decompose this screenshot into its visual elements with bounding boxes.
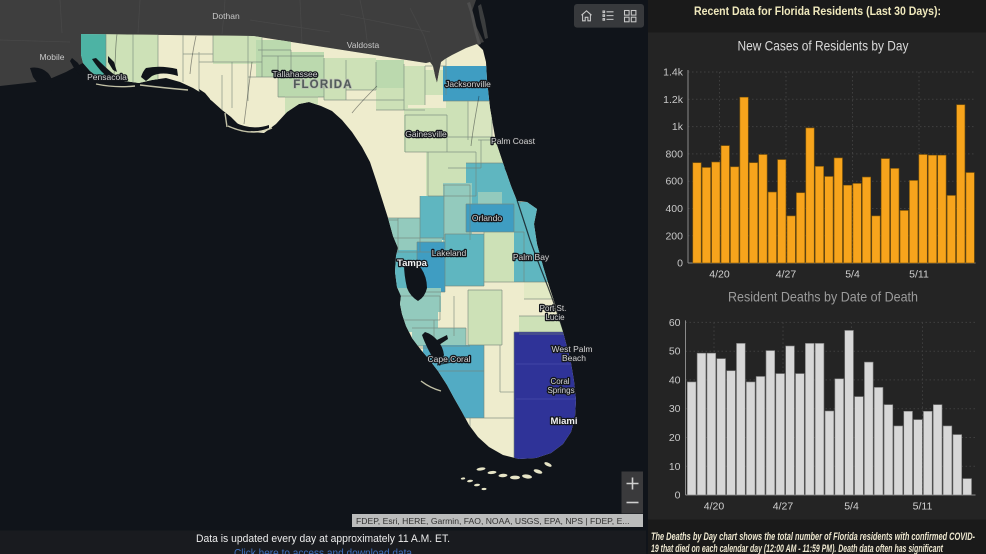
svg-text:Dothan: Dothan (212, 11, 240, 21)
svg-text:5/4: 5/4 (845, 269, 860, 281)
svg-text:10: 10 (669, 461, 681, 473)
svg-text:Palm Coast: Palm Coast (491, 136, 536, 146)
svg-text:Port St.: Port St. (540, 304, 567, 313)
svg-text:Cape Coral: Cape Coral (428, 354, 471, 364)
svg-text:Tallahassee: Tallahassee (273, 69, 318, 79)
svg-text:Lakeland: Lakeland (432, 248, 467, 258)
svg-text:Valdosta: Valdosta (347, 40, 380, 50)
svg-text:Pensacola: Pensacola (87, 72, 127, 82)
svg-text:New Cases of Residents by Day: New Cases of Residents by Day (738, 39, 909, 54)
svg-text:Resident Deaths by Date of Dea: Resident Deaths by Date of Death (728, 290, 918, 305)
svg-text:The Deaths by Day chart shows: The Deaths by Day chart shows the total … (651, 531, 975, 543)
svg-text:Gainesville: Gainesville (405, 129, 447, 139)
svg-text:5/11: 5/11 (913, 501, 933, 513)
svg-text:Tampa: Tampa (397, 258, 428, 269)
svg-text:Coral: Coral (550, 377, 569, 386)
svg-text:4/27: 4/27 (773, 501, 794, 513)
svg-text:40: 40 (669, 374, 681, 386)
svg-text:1.4k: 1.4k (663, 67, 684, 79)
svg-text:4/20: 4/20 (709, 269, 730, 281)
svg-text:Springs: Springs (547, 386, 574, 395)
svg-text:5/4: 5/4 (844, 501, 859, 513)
svg-text:Data is updated every day at a: Data is updated every day at approximate… (196, 533, 450, 545)
svg-text:West Palm: West Palm (552, 344, 593, 354)
svg-text:4/20: 4/20 (704, 501, 725, 513)
svg-text:1.2k: 1.2k (663, 94, 684, 106)
svg-text:1k: 1k (672, 121, 684, 133)
svg-text:FDEP, Esri, HERE, Garmin, FAO,: FDEP, Esri, HERE, Garmin, FAO, NOAA, USG… (356, 516, 629, 526)
svg-text:0: 0 (677, 258, 683, 270)
svg-text:30: 30 (669, 403, 681, 415)
svg-text:Palm Bay: Palm Bay (513, 252, 550, 262)
svg-text:19 that died on each calendar: 19 that died on each calendar day (12:00… (651, 543, 943, 554)
svg-text:50: 50 (669, 346, 681, 358)
svg-text:600: 600 (665, 176, 683, 188)
svg-text:200: 200 (665, 230, 683, 242)
svg-text:Click here to access and downl: Click here to access and download data (234, 548, 413, 554)
svg-text:FLORIDA: FLORIDA (293, 79, 353, 91)
svg-text:Jacksonville: Jacksonville (445, 79, 491, 89)
svg-text:5/11: 5/11 (909, 269, 929, 281)
svg-text:Lucie: Lucie (545, 313, 565, 322)
svg-text:4/27: 4/27 (776, 269, 797, 281)
svg-text:800: 800 (665, 148, 683, 160)
svg-text:Mobile: Mobile (39, 52, 64, 62)
svg-text:Orlando: Orlando (472, 213, 503, 223)
svg-text:Beach: Beach (562, 353, 586, 363)
svg-text:Miami: Miami (551, 416, 578, 427)
svg-text:20: 20 (669, 432, 681, 444)
svg-text:60: 60 (669, 317, 681, 329)
svg-text:Recent Data for Florida Reside: Recent Data for Florida Residents (Last … (694, 4, 941, 18)
svg-text:0: 0 (675, 490, 681, 502)
svg-text:400: 400 (665, 203, 683, 215)
